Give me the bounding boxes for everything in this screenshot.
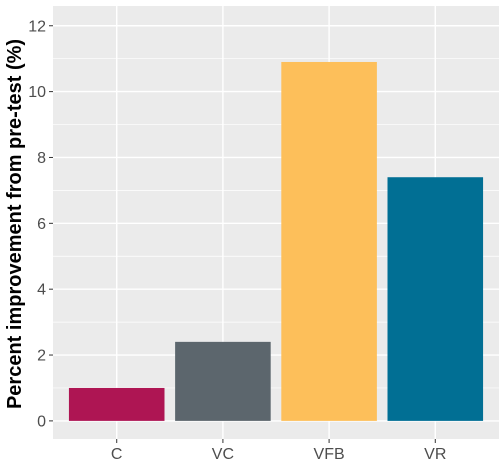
x-tick-label: VFB: [314, 446, 345, 463]
bar-vc: [175, 341, 271, 421]
x-tick-label: C: [111, 446, 123, 463]
y-tick-label: 12: [28, 18, 46, 35]
x-tick-label: VC: [212, 446, 234, 463]
bar-vfb: [281, 61, 377, 421]
y-tick-label: 10: [28, 84, 46, 101]
x-tick-label: VR: [424, 446, 446, 463]
x-axis: C VC VFB VR: [111, 439, 446, 463]
y-tick-label: 0: [37, 413, 46, 430]
bar-c: [68, 387, 165, 421]
y-tick-label: 2: [37, 348, 46, 365]
y-tick-label: 4: [37, 282, 46, 299]
y-axis-title: Percent improvement from pre-test (%): [4, 39, 26, 409]
bar-vr: [387, 177, 484, 421]
y-axis: 0 2 4 6 8 10 12: [28, 18, 53, 430]
y-tick-label: 6: [37, 216, 46, 233]
bars: [68, 61, 484, 421]
y-tick-label: 8: [37, 150, 46, 167]
